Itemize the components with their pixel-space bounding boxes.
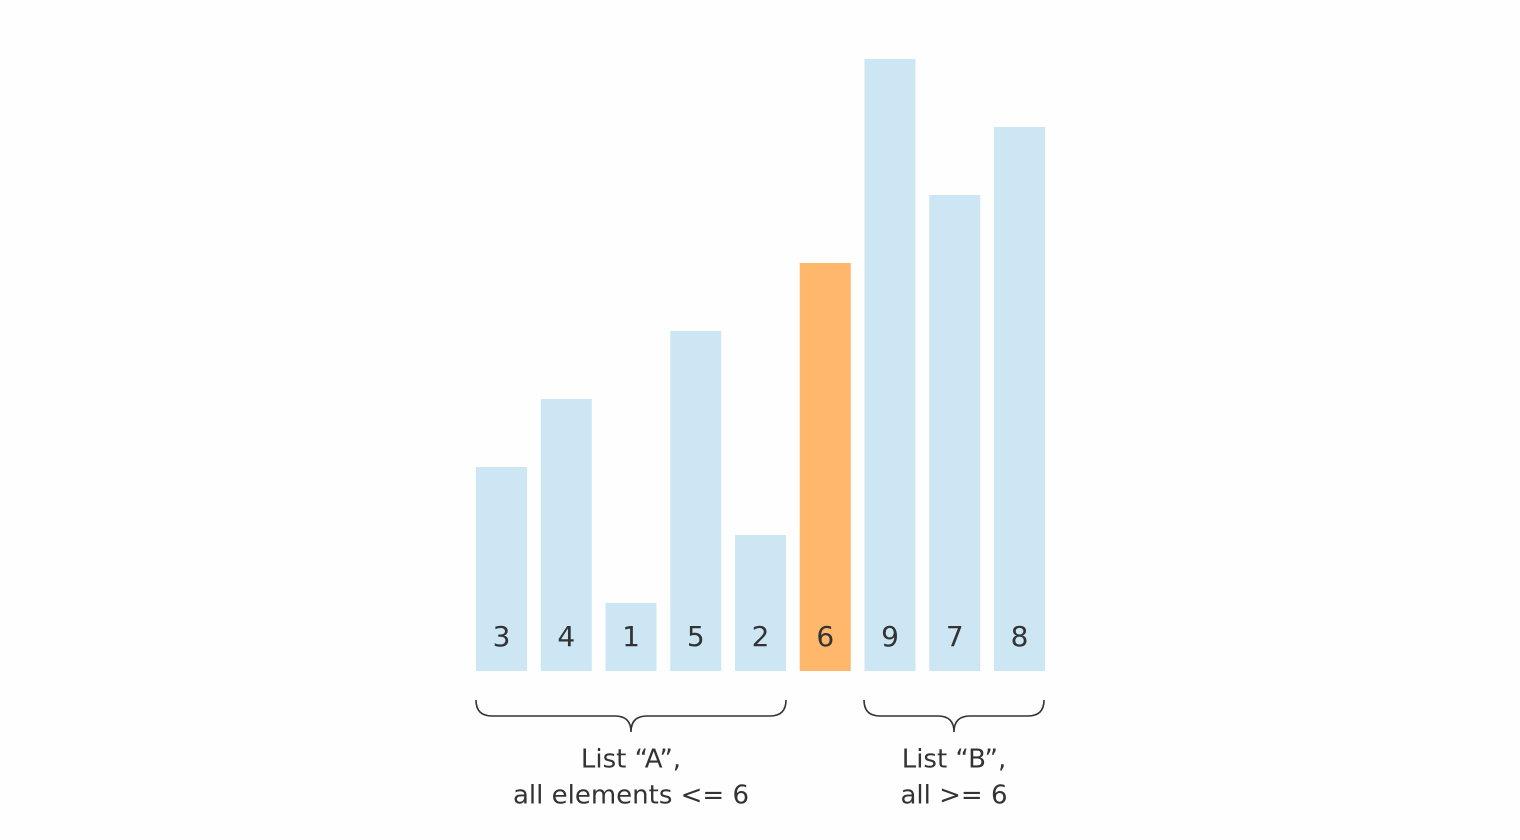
bar bbox=[540, 399, 592, 671]
bar-label: 3 bbox=[493, 620, 511, 653]
bar bbox=[735, 535, 786, 671]
bar-label: 1 bbox=[622, 620, 640, 653]
annotation-text: all >= 6 bbox=[900, 781, 1007, 811]
annotation-text: List “A”, bbox=[581, 745, 681, 775]
bar bbox=[605, 603, 657, 671]
bar bbox=[476, 467, 527, 671]
bar bbox=[994, 127, 1045, 671]
annotation-text: all elements <= 6 bbox=[513, 781, 749, 811]
bar-label: 9 bbox=[881, 620, 899, 653]
bar-label: 7 bbox=[946, 620, 964, 653]
bar bbox=[670, 331, 722, 671]
bar-label: 5 bbox=[687, 620, 705, 653]
bar bbox=[929, 195, 981, 671]
bar-label: 4 bbox=[557, 620, 575, 653]
brace bbox=[863, 699, 1045, 733]
annotation-text: List “B”, bbox=[902, 745, 1007, 775]
bar-label: 2 bbox=[752, 620, 770, 653]
brace bbox=[475, 699, 787, 733]
bar bbox=[799, 263, 851, 671]
bar bbox=[864, 59, 916, 671]
bar-label: 8 bbox=[1011, 620, 1029, 653]
bar-label: 6 bbox=[816, 620, 834, 653]
